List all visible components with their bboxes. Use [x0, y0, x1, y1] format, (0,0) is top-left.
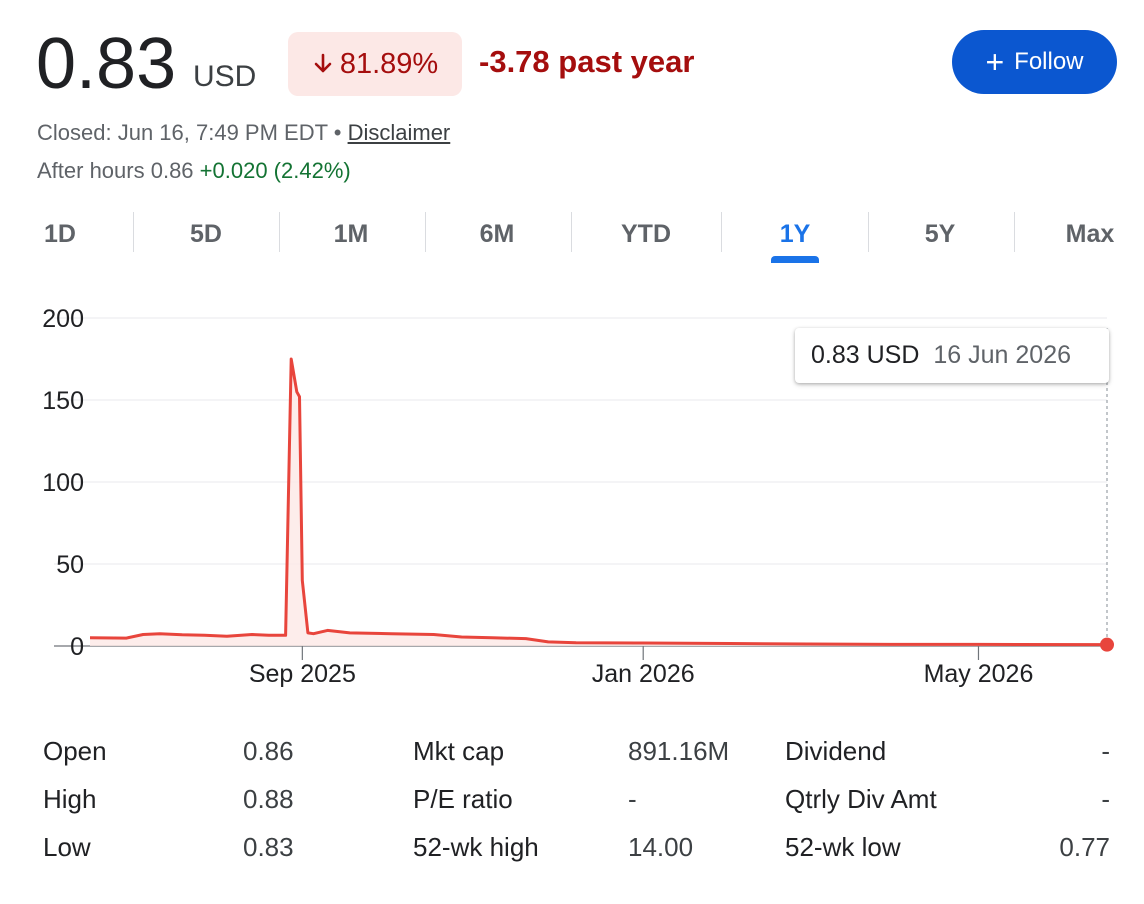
stat-label: P/E ratio [413, 784, 513, 814]
arrow-down-icon [314, 53, 332, 73]
series-area [90, 359, 1107, 646]
tab-5y[interactable]: 5Y [924, 220, 956, 248]
tab-5d[interactable]: 5D [190, 220, 222, 248]
tab-separator [425, 212, 426, 252]
tab-1y[interactable]: 1Y [779, 220, 811, 248]
stat-value: - [1101, 784, 1110, 814]
tab-max[interactable]: Max [1065, 220, 1115, 248]
stat-value: 0.86 [243, 736, 294, 766]
x-tick-label: May 2026 [924, 660, 1034, 688]
tab-1m[interactable]: 1M [333, 220, 369, 248]
currency-label: USD [193, 60, 257, 93]
stat-label: Qtrly Div Amt [785, 784, 937, 814]
market-status: Closed: Jun 16, 7:49 PM EDT • Disclaimer [37, 120, 451, 145]
stat-label: Low [43, 832, 91, 862]
stat-value: 14.00 [628, 832, 694, 862]
stat-label: Mkt cap [413, 736, 505, 766]
disclaimer-link[interactable]: Disclaimer [347, 120, 451, 145]
follow-button[interactable]: + Follow [952, 30, 1117, 94]
stat-value: 0.88 [243, 784, 294, 814]
chart-tooltip: 0.83 USD 16 Jun 2026 [795, 328, 1109, 383]
y-tick-label: 200 [42, 305, 84, 333]
after-hours-change: +0.020 (2.42%) [199, 158, 351, 183]
current-point [1100, 637, 1114, 652]
stat-value: 0.83 [243, 832, 294, 862]
y-tick-label: 150 [42, 387, 84, 415]
tooltip-date: 16 Jun 2026 [933, 341, 1072, 369]
tab-ytd[interactable]: YTD [621, 220, 671, 248]
tab-separator [279, 212, 280, 252]
stat-label: 52-wk high [413, 832, 539, 862]
tooltip-value: 0.83 USD [811, 341, 920, 369]
change-percent-badge: 81.89% [288, 32, 462, 96]
y-tick-label: 100 [42, 469, 84, 497]
plus-icon: + [985, 44, 1005, 80]
stat-value: 891.16M [628, 736, 730, 766]
x-tick-label: Jan 2026 [592, 660, 695, 688]
price-chart[interactable]: 0 50 100 150 200 Sep 2025 Jan 2026 May 2026 [0, 290, 1144, 700]
stock-price: 0.83 [36, 24, 177, 104]
after-hours-price: After hours 0.86 [37, 158, 194, 183]
tab-separator [721, 212, 722, 252]
stat-value: 0.77 [1059, 832, 1110, 862]
follow-label: Follow [1014, 48, 1084, 75]
tab-separator [868, 212, 869, 252]
after-hours: After hours 0.86 +0.020 (2.42%) [37, 158, 351, 184]
x-tick-label: Sep 2025 [249, 660, 356, 688]
stat-label: 52-wk low [785, 832, 901, 862]
stat-label: Dividend [785, 736, 887, 766]
closed-time: Closed: Jun 16, 7:49 PM EDT [37, 120, 328, 145]
tab-1d[interactable]: 1D [44, 220, 76, 248]
series-line [89, 357, 1108, 647]
tab-6m[interactable]: 6M [479, 220, 515, 248]
active-tab-indicator [771, 256, 819, 263]
tab-separator [571, 212, 572, 252]
y-tick-label: 0 [70, 633, 84, 661]
y-tick-label: 50 [56, 551, 84, 579]
tab-separator [1014, 212, 1015, 252]
stat-value: - [1101, 736, 1110, 766]
change-percent-value: 81.89% [339, 47, 439, 80]
time-range-tabs: 1D 5D 1M 6M YTD 1Y 5Y Max [0, 208, 1144, 268]
stat-label: Open [43, 736, 107, 766]
change-absolute: -3.78 past year [479, 44, 695, 79]
stat-value: - [628, 784, 637, 814]
stat-label: High [43, 784, 97, 814]
tab-separator [133, 212, 134, 252]
